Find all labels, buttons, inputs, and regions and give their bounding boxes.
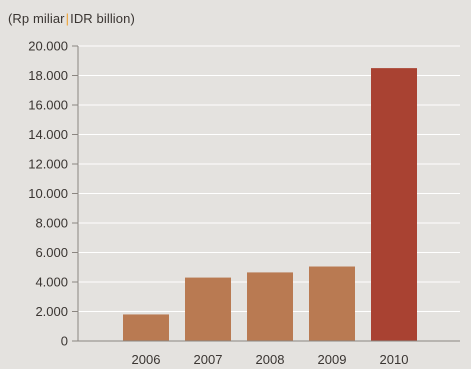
x-tick-label: 2008 [256,352,285,367]
unit-label-id: (Rp miliar [8,11,65,26]
bars [123,68,417,341]
y-tick-label: 4.000 [35,275,68,290]
bar-2006 [123,314,169,341]
unit-label-en: IDR billion) [70,11,135,26]
y-tick-labels: 0 2.000 4.000 6.000 8.000 10.000 12.000 14.000 1… [28,39,68,349]
bar-2008 [247,272,293,341]
x-tick-label: 2009 [318,352,347,367]
y-tick-label: 20.000 [28,39,68,54]
y-tick-label: 18.000 [28,68,68,83]
unit-label: (Rp miliar|IDR billion) [8,11,135,26]
y-tick-label: 6.000 [35,245,68,260]
y-tick-label: 14.000 [28,127,68,142]
bar-2009 [309,266,355,341]
x-tick-label: 2006 [132,352,161,367]
x-tick-label: 2007 [194,352,223,367]
bar-2010 [371,68,417,341]
y-tick-label: 2.000 [35,304,68,319]
y-tick-label: 10.000 [28,186,68,201]
unit-label-separator: | [65,11,70,26]
y-tick-label: 16.000 [28,98,68,113]
y-tick-label: 8.000 [35,216,68,231]
y-tick-label: 12.000 [28,157,68,172]
y-tick-label: 0 [61,334,68,349]
x-tick-labels: 2006 2007 2008 2009 2010 [132,352,409,367]
axes [72,45,460,342]
x-tick-label: 2010 [380,352,409,367]
bar-2007 [185,277,231,341]
